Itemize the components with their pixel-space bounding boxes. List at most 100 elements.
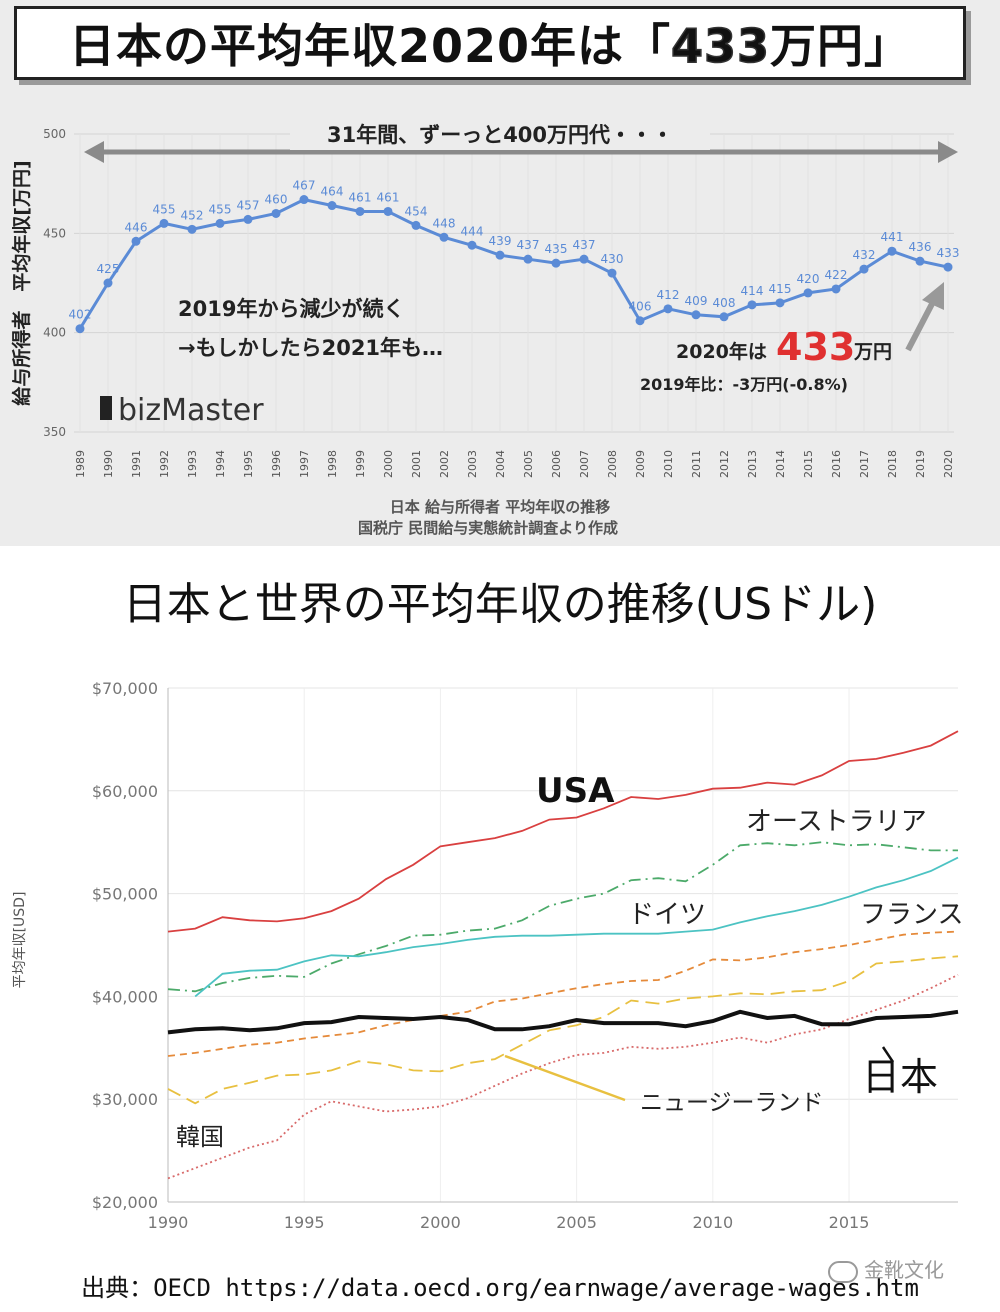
top-panel: 日本の平均年収2020年は「433万円」 350 400 450 500 1989 199…	[0, 0, 1000, 546]
headline: 日本の平均年収2020年は「433万円」	[69, 10, 911, 76]
data-point	[607, 268, 617, 278]
series-label-韓国: 韓国	[176, 1123, 224, 1151]
series-line-オーストラリア	[167, 841, 958, 993]
data-label: 448	[433, 216, 456, 230]
data-point	[243, 214, 253, 224]
source-note: 出典：OECD https://data.oecd.org/earnwage/a…	[81, 1274, 919, 1302]
data-point	[915, 256, 925, 266]
data-point	[271, 208, 281, 218]
x-tick-label: 2010	[692, 1213, 733, 1232]
data-point	[747, 300, 757, 310]
data-label: 409	[685, 294, 708, 308]
data-label: 455	[153, 202, 176, 216]
range-arrow-right-head	[938, 141, 958, 163]
y-tick-label: 350	[43, 425, 66, 439]
headline-suffix: 万円」	[770, 19, 912, 73]
x-tick-label: 2010	[662, 450, 675, 478]
headline-prefix: 日本の平均年収2020年は「	[68, 19, 671, 73]
x-tick-label: 2011	[690, 450, 703, 478]
data-point	[299, 195, 309, 205]
callout-value: 433	[776, 325, 855, 369]
data-point	[103, 278, 113, 288]
data-point	[887, 246, 897, 256]
x-tick-label: 1996	[270, 450, 283, 478]
callout-arrow-head	[922, 282, 944, 310]
data-point	[355, 206, 365, 216]
data-label: 437	[573, 238, 596, 252]
series-line-ニュージーランド	[167, 955, 959, 1105]
x-tick-label: 1991	[130, 450, 143, 478]
data-point	[775, 298, 785, 308]
x-tick-label: 1998	[326, 450, 339, 478]
callout-arrow-shaft	[905, 298, 937, 352]
world-wages-chart: $20,000 $30,000 $40,000 $50,000 $60,000 $70,0…	[12, 679, 963, 1232]
y-axis-label: 給与所得者 平均年収[万円]	[10, 160, 33, 405]
logo-text: bizMaster	[118, 393, 264, 428]
series-label-フランス: フランス	[860, 900, 963, 930]
x-tick-label: 2015	[802, 450, 815, 478]
wechat-icon	[828, 1260, 858, 1283]
headline-highlight: 433	[670, 18, 771, 74]
japan-pointer-line	[881, 1046, 895, 1063]
data-point	[523, 254, 533, 264]
x-tick-label: 1999	[354, 450, 367, 478]
x-tick-label: 2013	[746, 450, 759, 478]
caption-2: 国税庁 民間給与実態統計調査より作成	[358, 519, 618, 537]
data-label: 406	[629, 300, 652, 314]
data-point	[579, 254, 589, 264]
series-line-日本	[167, 1009, 959, 1035]
data-label: 461	[349, 190, 372, 204]
callout-prefix: 2020年は	[676, 340, 767, 363]
data-label: 412	[657, 288, 680, 302]
x-tick-label: 1997	[298, 450, 311, 478]
data-label: 422	[825, 268, 848, 282]
x-tick-label: 1995	[242, 450, 255, 478]
watermark-text: 金靴文化	[864, 1258, 944, 1282]
x-tick-label: 1995	[284, 1213, 325, 1232]
x-tick-label: 2007	[578, 450, 591, 478]
data-point	[663, 304, 673, 314]
series-label-USA: USA	[536, 771, 615, 811]
data-label: 446	[125, 220, 148, 234]
japan-income-chart: 350 400 450 500 1989 1990 1991 1992 1993 1994 1995…	[10, 120, 960, 537]
callout-unit: 万円	[853, 341, 892, 363]
data-label: 408	[713, 296, 736, 310]
data-label: 457	[237, 198, 260, 212]
y-tick-label: $60,000	[92, 782, 158, 801]
data-label: 433	[937, 246, 960, 260]
data-label: 414	[741, 284, 764, 298]
data-label: 455	[209, 202, 232, 216]
data-point	[215, 218, 225, 228]
data-label: 430	[601, 252, 624, 266]
data-label: 439	[489, 234, 512, 248]
x-tick-label: 2004	[494, 450, 507, 478]
data-label: 452	[181, 208, 204, 222]
x-tick-label: 2017	[858, 450, 871, 478]
data-label: 464	[321, 185, 344, 199]
data-label: 420	[797, 272, 820, 286]
data-point	[831, 284, 841, 294]
x-tick-label: 2000	[420, 1213, 461, 1232]
series-label-日本: 日本	[862, 1055, 938, 1099]
range-arrow-left-head	[84, 141, 104, 163]
x-tick-label: 2015	[829, 1213, 870, 1232]
data-label: 436	[909, 240, 932, 254]
data-point	[327, 201, 337, 211]
chart2-title: 日本と世界の平均年収の推移(USドル)	[122, 579, 878, 630]
data-label: 461	[377, 190, 400, 204]
data-label: 437	[517, 238, 540, 252]
x-tick-label: 2005	[556, 1213, 597, 1232]
y-tick-label: 450	[43, 226, 66, 240]
data-label: 415	[769, 282, 792, 296]
annotation-line-1: 2019年から減少が続く	[178, 297, 404, 321]
series-label-オーストラリア: オーストラリア	[746, 807, 927, 837]
y-tick-label: 500	[43, 127, 66, 141]
x-tick-label: 2016	[830, 450, 843, 478]
x-tick-label: 2000	[382, 450, 395, 478]
watermark: 金靴文化	[828, 1254, 944, 1283]
data-point	[691, 310, 701, 320]
data-point	[495, 250, 505, 260]
data-label: 460	[265, 192, 288, 206]
data-label: 467	[293, 179, 316, 193]
x-tick-label: 2014	[774, 450, 787, 478]
